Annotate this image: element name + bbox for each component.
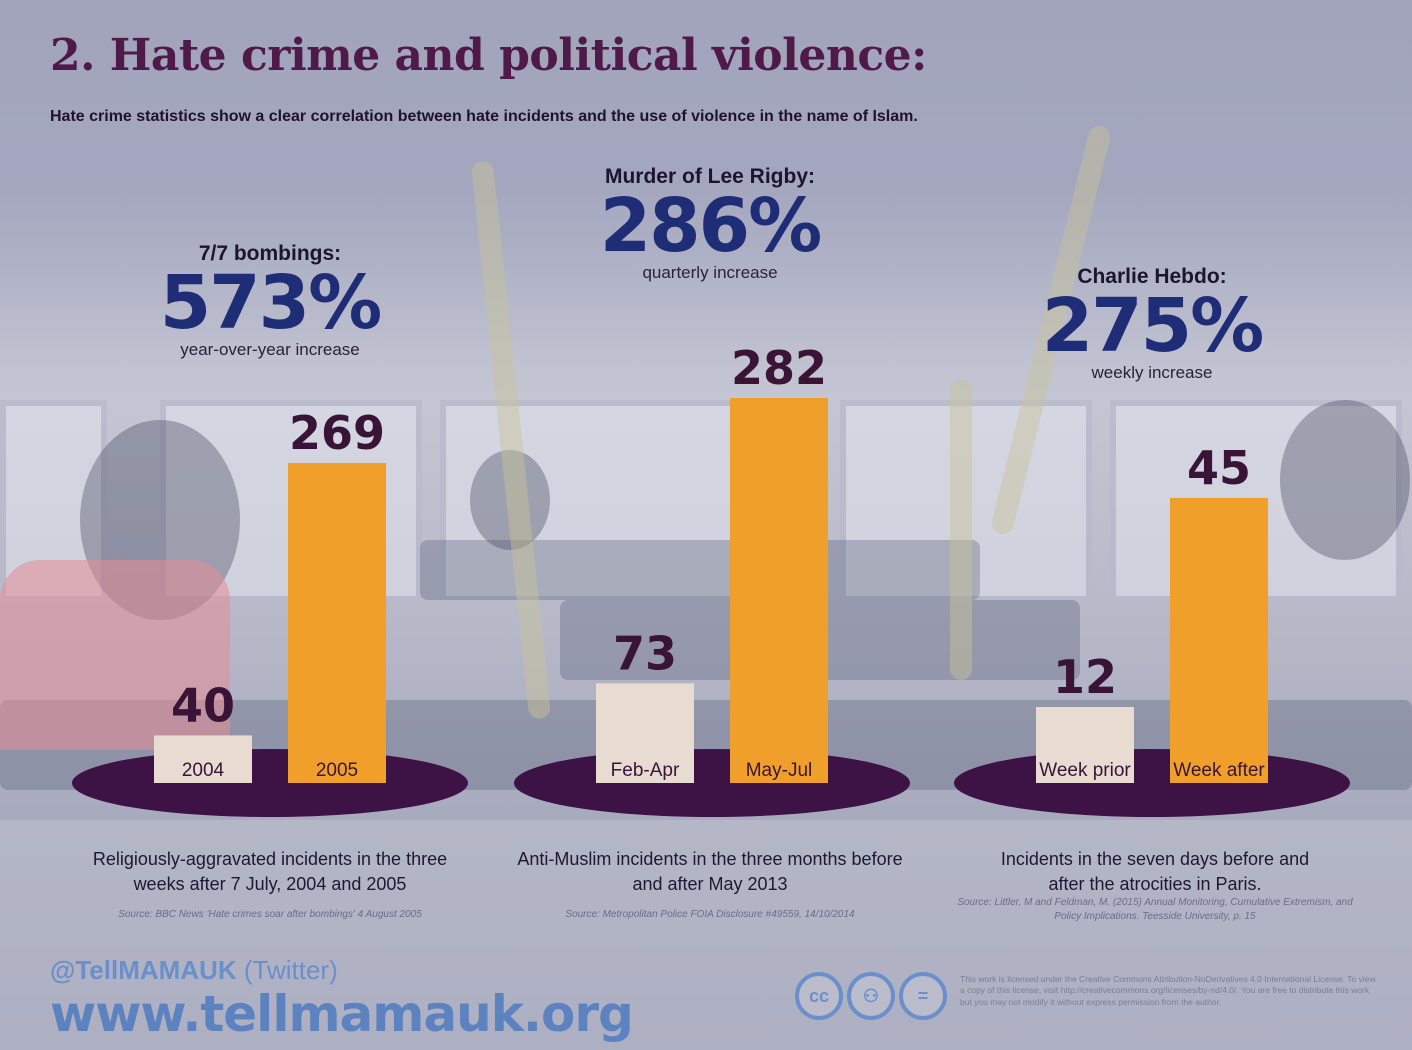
panel-2-percent: 286% xyxy=(599,183,823,269)
chart-3-bar-1 xyxy=(1036,707,1134,783)
nd-icon: = xyxy=(899,972,947,1020)
panel-1-headline: 7/7 bombings: 573% year-over-year increa… xyxy=(130,242,410,360)
chart-1-category-label-1: 2004 xyxy=(182,760,225,781)
chart-3-base-ellipse xyxy=(954,749,1350,817)
chart-2-bar-1 xyxy=(596,683,694,783)
chart-2-value-label-2: 282 xyxy=(731,341,827,395)
by-icon: ⚇ xyxy=(847,972,895,1020)
twitter-link[interactable]: @TellMAMAUK (Twitter) xyxy=(50,955,338,985)
chart-2-category-label-2: May-Jul xyxy=(746,760,813,781)
creative-commons-badge[interactable]: cc ⚇ = xyxy=(795,972,947,1020)
panel-2-caption: Anti-Muslim incidents in the three month… xyxy=(517,849,903,895)
chart-2-bar-2 xyxy=(730,398,828,783)
panel-3-event: Charlie Hebdo: xyxy=(1077,265,1227,288)
chart-1-value-label-2: 269 xyxy=(289,406,385,460)
panel-1-event: 7/7 bombings: xyxy=(198,242,342,265)
panel-1-increase-label: year-over-year increase xyxy=(180,340,360,359)
panel-1-percent: 573% xyxy=(159,260,383,346)
chart-2-category-label-1: Feb-Apr xyxy=(611,760,680,781)
chart-3-category-label-1: Week prior xyxy=(1039,760,1131,781)
panel-2-increase-label: quarterly increase xyxy=(642,263,778,282)
panel-2-source: Source: Metropolitan Police FOIA Disclos… xyxy=(565,909,855,920)
chart-1-value-label-1: 40 xyxy=(171,678,235,732)
panel-2-event: Murder of Lee Rigby: xyxy=(604,165,815,188)
panel-3-headline: Charlie Hebdo: 275% weekly increase xyxy=(1012,265,1292,383)
website-link[interactable]: www.tellmamauk.org xyxy=(50,985,634,1043)
chart-3-category-label-2: Week after xyxy=(1173,760,1265,781)
panel-1-source: Source: BBC News 'Hate crimes soar after… xyxy=(118,909,422,920)
chart-1-base-ellipse xyxy=(72,749,468,817)
panel-3-source: Source: Littler, M and Feldman, M. (2015… xyxy=(957,897,1353,922)
panel-3-percent: 275% xyxy=(1041,283,1265,369)
panel-1-caption: Religiously-aggravated incidents in the … xyxy=(92,849,448,895)
chart-2-base-ellipse xyxy=(514,749,910,817)
panel-2-headline: Murder of Lee Rigby: 286% quarterly incr… xyxy=(570,165,850,283)
chart-1-bar-2 xyxy=(288,463,386,783)
chart-1-category-label-2: 2005 xyxy=(316,760,358,781)
cc-icon: cc xyxy=(795,972,843,1020)
chart-1-bar-1 xyxy=(154,735,252,783)
chart-2-value-label-1: 73 xyxy=(613,626,677,680)
license-text: This work is licensed under the Creative… xyxy=(960,974,1376,1007)
chart-3-value-label-2: 45 xyxy=(1187,441,1251,495)
chart-3-bar-2 xyxy=(1170,498,1268,783)
chart-3-value-label-1: 12 xyxy=(1053,650,1117,704)
panel-3-increase-label: weekly increase xyxy=(1091,363,1213,382)
page-title: 2. Hate crime and political violence: xyxy=(50,30,927,81)
page-subtitle: Hate crime statistics show a clear corre… xyxy=(50,108,918,125)
panel-3-caption: Incidents in the seven days before and a… xyxy=(1000,849,1310,895)
